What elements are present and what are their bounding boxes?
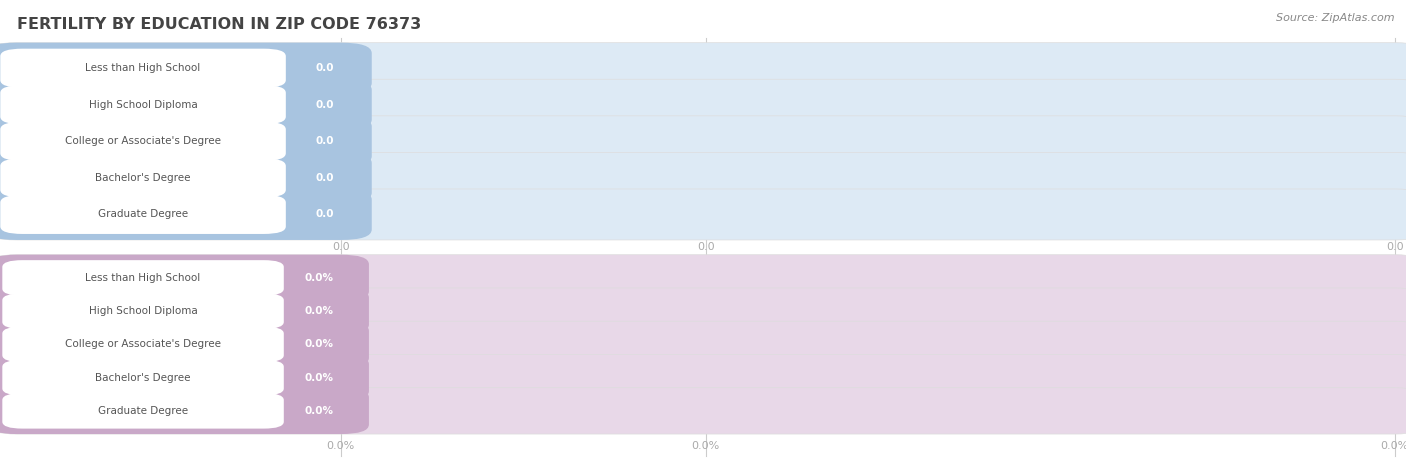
FancyBboxPatch shape	[0, 189, 1406, 240]
Text: Source: ZipAtlas.com: Source: ZipAtlas.com	[1277, 13, 1395, 23]
Text: 0.0: 0.0	[697, 242, 714, 252]
FancyBboxPatch shape	[0, 152, 1406, 203]
Text: Less than High School: Less than High School	[86, 273, 201, 283]
FancyBboxPatch shape	[0, 43, 1406, 94]
FancyBboxPatch shape	[3, 327, 284, 362]
Text: 0.0%: 0.0%	[305, 273, 333, 283]
FancyBboxPatch shape	[3, 260, 284, 295]
Text: College or Associate's Degree: College or Associate's Degree	[65, 136, 221, 146]
FancyBboxPatch shape	[0, 321, 1406, 368]
FancyBboxPatch shape	[0, 195, 285, 234]
FancyBboxPatch shape	[0, 152, 371, 203]
FancyBboxPatch shape	[0, 354, 1406, 401]
FancyBboxPatch shape	[3, 393, 284, 428]
Text: 0.0: 0.0	[315, 100, 333, 110]
Text: High School Diploma: High School Diploma	[89, 306, 197, 316]
Text: College or Associate's Degree: College or Associate's Degree	[65, 339, 221, 350]
Text: Bachelor's Degree: Bachelor's Degree	[96, 372, 191, 383]
Text: 0.0%: 0.0%	[305, 306, 333, 316]
Text: Less than High School: Less than High School	[86, 63, 201, 73]
Text: 0.0%: 0.0%	[692, 440, 720, 451]
FancyBboxPatch shape	[0, 288, 1406, 334]
FancyBboxPatch shape	[0, 255, 1406, 301]
Text: 0.0: 0.0	[315, 209, 333, 219]
FancyBboxPatch shape	[0, 388, 1406, 434]
FancyBboxPatch shape	[3, 360, 284, 395]
FancyBboxPatch shape	[0, 43, 371, 94]
Text: FERTILITY BY EDUCATION IN ZIP CODE 76373: FERTILITY BY EDUCATION IN ZIP CODE 76373	[17, 17, 422, 32]
Text: 0.0: 0.0	[315, 173, 333, 183]
Text: High School Diploma: High School Diploma	[89, 100, 197, 110]
FancyBboxPatch shape	[0, 189, 371, 240]
Text: 0.0: 0.0	[332, 242, 350, 252]
Text: Graduate Degree: Graduate Degree	[98, 209, 188, 219]
Text: 0.0%: 0.0%	[326, 440, 354, 451]
FancyBboxPatch shape	[0, 79, 1406, 130]
FancyBboxPatch shape	[0, 116, 371, 167]
FancyBboxPatch shape	[0, 288, 368, 334]
Text: 0.0%: 0.0%	[305, 372, 333, 383]
FancyBboxPatch shape	[0, 85, 285, 124]
FancyBboxPatch shape	[0, 255, 368, 301]
Text: 0.0%: 0.0%	[1381, 440, 1406, 451]
FancyBboxPatch shape	[0, 321, 368, 368]
FancyBboxPatch shape	[0, 388, 368, 434]
FancyBboxPatch shape	[0, 116, 1406, 167]
FancyBboxPatch shape	[0, 354, 368, 401]
FancyBboxPatch shape	[0, 48, 285, 88]
Text: 0.0: 0.0	[315, 63, 333, 73]
FancyBboxPatch shape	[0, 122, 285, 161]
Text: 0.0: 0.0	[315, 136, 333, 146]
FancyBboxPatch shape	[3, 294, 284, 329]
Text: 0.0%: 0.0%	[305, 339, 333, 350]
Text: Graduate Degree: Graduate Degree	[98, 406, 188, 416]
FancyBboxPatch shape	[0, 158, 285, 198]
Text: 0.0: 0.0	[1386, 242, 1403, 252]
Text: Bachelor's Degree: Bachelor's Degree	[96, 173, 191, 183]
FancyBboxPatch shape	[0, 79, 371, 130]
Text: 0.0%: 0.0%	[305, 406, 333, 416]
